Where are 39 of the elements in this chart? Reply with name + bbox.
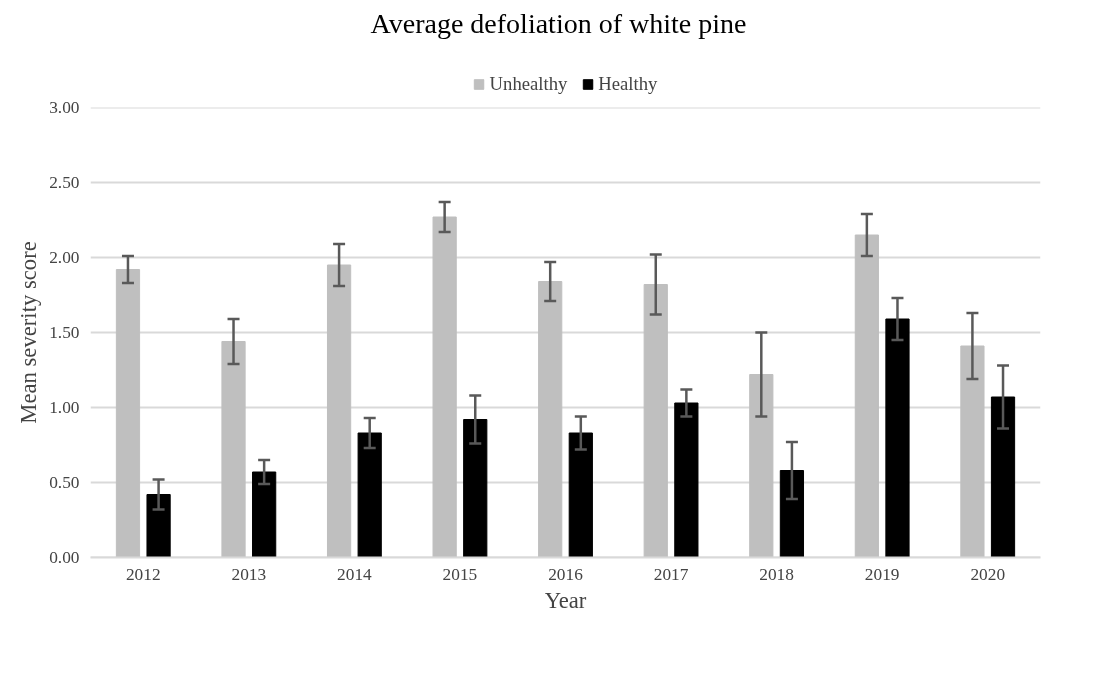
x-tick-label: 2019: [864, 564, 900, 584]
bar: [885, 318, 910, 558]
bar: [674, 402, 699, 558]
x-tick-label: 2016: [548, 564, 584, 584]
bar: [432, 216, 457, 558]
bar: [252, 471, 277, 558]
x-tick-label: 2017: [653, 564, 689, 584]
y-tick-label: 1.50: [49, 323, 80, 342]
bar: [749, 374, 774, 558]
bar: [357, 432, 382, 558]
x-tick-label: 2020: [970, 564, 1006, 584]
bar: [115, 269, 141, 558]
chart-title: Average defoliation of white pine: [370, 7, 747, 39]
y-tick-label: 2.00: [49, 248, 80, 267]
bar: [854, 234, 879, 558]
x-tick-label: 2013: [231, 564, 267, 584]
y-tick-label: 0.50: [49, 473, 80, 492]
bar: [779, 470, 805, 558]
legend-label: Healthy: [598, 73, 658, 95]
bar: [326, 264, 352, 558]
y-tick-label: 1.00: [49, 398, 80, 417]
bar: [568, 432, 593, 558]
y-tick-label: 3.00: [49, 98, 80, 117]
bar: [146, 494, 171, 558]
x-tick-label: 2015: [442, 564, 478, 584]
x-axis-title: Year: [544, 587, 587, 613]
x-tick-label: 2014: [337, 564, 373, 584]
bar: [643, 284, 668, 558]
y-tick-label: 0.00: [49, 548, 80, 567]
x-tick-label: 2012: [125, 564, 161, 584]
bar: [960, 345, 985, 558]
y-tick-label: 2.50: [49, 173, 80, 192]
bar: [538, 281, 563, 558]
bar: [221, 341, 246, 558]
x-tick-label: 2018: [759, 564, 794, 584]
legend-label: Unhealthy: [489, 73, 568, 95]
y-axis-title: Mean severity score: [16, 241, 42, 424]
bar: [463, 419, 488, 558]
bar: [990, 396, 1016, 558]
